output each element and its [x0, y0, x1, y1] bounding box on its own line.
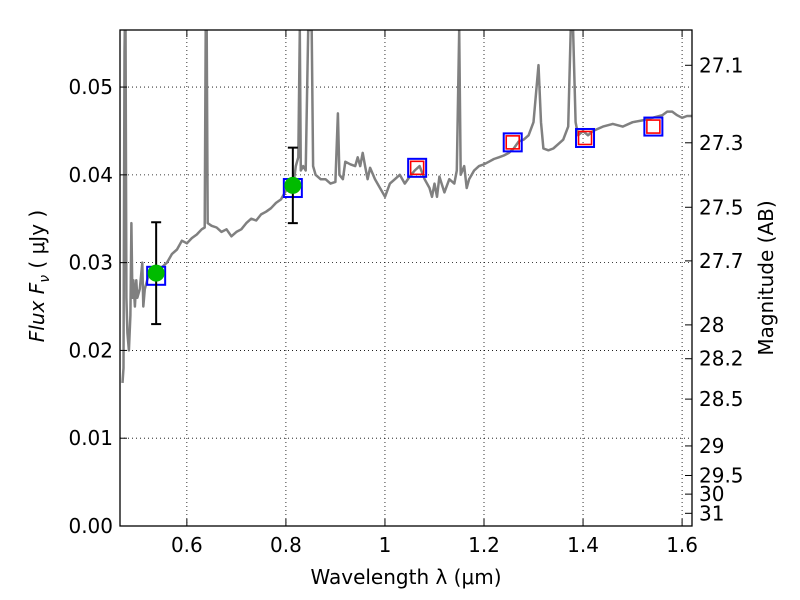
- y2-tick-label: 29.5: [699, 463, 744, 487]
- model-photometry-marker: [502, 132, 523, 153]
- observed-point: [147, 264, 165, 282]
- model-photometry-marker: [643, 116, 664, 137]
- y-tick-label: 0.04: [68, 163, 113, 187]
- x-tick-label: 1.4: [567, 533, 599, 557]
- y2-axis-label: Magnitude (AB): [754, 200, 778, 355]
- y-axis-label-sub: ν: [37, 275, 53, 283]
- x-tick-label: 0.6: [171, 533, 203, 557]
- upper-limit-marker: [505, 135, 521, 150]
- x-tick-label: 0.8: [270, 533, 302, 557]
- y2-tick-label: 28.2: [699, 347, 744, 371]
- upper-limit-marker: [409, 160, 425, 176]
- observed-point: [284, 176, 302, 194]
- y2-tick-label: 28.5: [699, 387, 744, 411]
- y2-tick-label: 28: [699, 313, 724, 337]
- model-photometry-marker: [575, 127, 596, 148]
- y-axis-label: Flux Fν ( μJy ): [25, 210, 53, 342]
- y-tick-label: 0.00: [68, 514, 113, 538]
- upper-limit-marker: [577, 130, 593, 146]
- x-tick-label: 1.2: [468, 533, 500, 557]
- y-axis-label-unit: ( μJy ): [25, 210, 49, 275]
- y-tick-label: 0.02: [68, 338, 113, 362]
- x-axis-ticks: 0.6 0.8 1 1.2 1.4 1.6: [171, 30, 698, 557]
- upper-limit-marker: [646, 119, 661, 134]
- plot-frame: [119, 29, 693, 527]
- y-tick-label: 0.01: [68, 426, 113, 450]
- y-axis-label-main: Flux F: [25, 282, 49, 342]
- y2-tick-label: 27.5: [699, 195, 744, 219]
- y2-tick-label: 27.3: [699, 131, 744, 155]
- y2-tick-label: 31: [699, 501, 724, 525]
- y2-tick-label: 27.1: [699, 53, 744, 77]
- markers-group: [146, 116, 664, 326]
- y-tick-label: 0.05: [68, 75, 113, 99]
- model-spectrum-line: [121, 30, 692, 383]
- y2-tick-label: 29: [699, 434, 724, 458]
- x-tick-label: 1: [379, 533, 392, 557]
- x-axis-label: Wavelength λ (μm): [310, 565, 501, 589]
- y-axis-ticks: 0.00 0.01 0.02 0.03 0.04 0.05: [68, 75, 127, 538]
- model-photometry-marker: [407, 157, 428, 178]
- y2-tick-label: 30: [699, 482, 724, 506]
- y2-tick-label: 27.7: [699, 249, 744, 273]
- x-tick-label: 1.6: [666, 533, 698, 557]
- y-tick-label: 0.03: [68, 251, 113, 275]
